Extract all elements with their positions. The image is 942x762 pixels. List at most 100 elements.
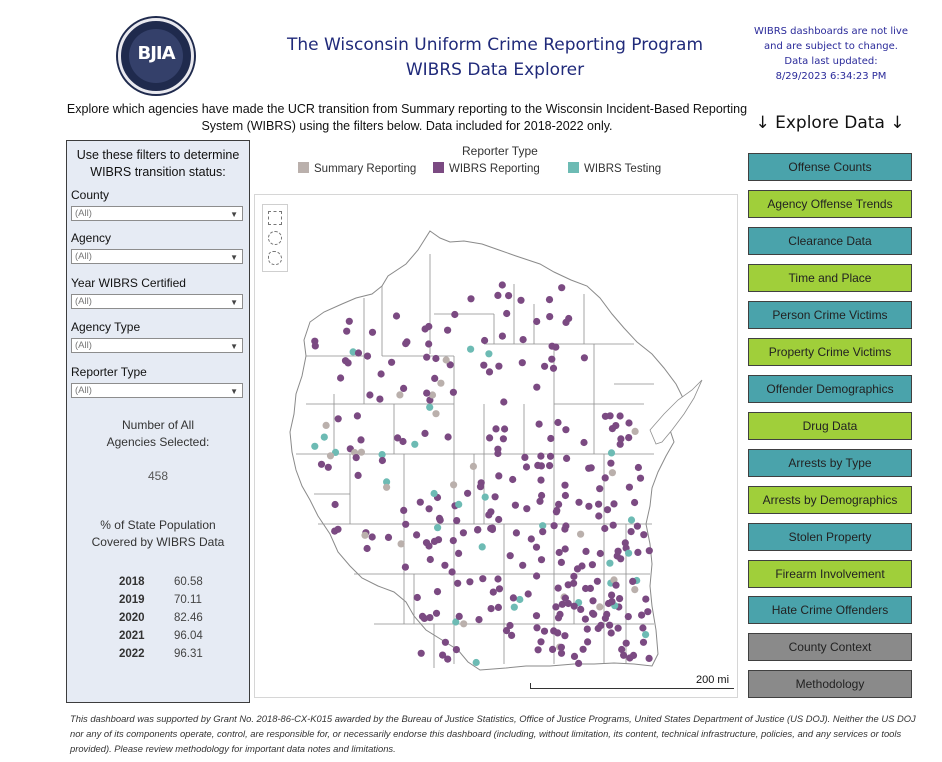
agency-point[interactable] bbox=[539, 522, 547, 530]
legend-item-wibrs[interactable]: WIBRS Reporting bbox=[433, 162, 540, 175]
agency-point[interactable] bbox=[494, 575, 502, 583]
agency-point[interactable] bbox=[506, 621, 514, 630]
agency-point[interactable] bbox=[575, 659, 583, 667]
agency-point[interactable] bbox=[413, 593, 421, 602]
agency-point[interactable] bbox=[432, 410, 440, 418]
agency-point[interactable] bbox=[644, 608, 652, 616]
agency-point[interactable] bbox=[601, 412, 609, 420]
agency-point[interactable] bbox=[324, 463, 332, 471]
nav-drug-data[interactable]: Drug Data bbox=[748, 412, 912, 440]
agency-point[interactable] bbox=[383, 478, 391, 486]
agency-point[interactable] bbox=[400, 384, 408, 392]
agency-point[interactable] bbox=[417, 649, 425, 657]
agency-point[interactable] bbox=[378, 451, 386, 459]
agency-point[interactable] bbox=[622, 639, 630, 647]
agency-point[interactable] bbox=[508, 631, 516, 639]
agency-point[interactable] bbox=[377, 370, 385, 378]
agency-point[interactable] bbox=[416, 498, 424, 506]
agency-point[interactable] bbox=[413, 531, 421, 539]
agency-point[interactable] bbox=[452, 618, 460, 626]
agency-point[interactable] bbox=[352, 454, 360, 462]
agency-point[interactable] bbox=[451, 310, 459, 319]
agency-point[interactable] bbox=[411, 440, 419, 448]
agency-point[interactable] bbox=[363, 544, 371, 553]
agency-point[interactable] bbox=[326, 452, 335, 460]
agency-point[interactable] bbox=[585, 502, 593, 510]
agency-point[interactable] bbox=[494, 603, 502, 611]
agency-point[interactable] bbox=[570, 652, 579, 660]
agency-point[interactable] bbox=[593, 577, 601, 585]
agency-point[interactable] bbox=[547, 434, 555, 443]
agency-point[interactable] bbox=[441, 561, 449, 569]
agency-point[interactable] bbox=[634, 463, 642, 472]
nav-stolen-property[interactable]: Stolen Property bbox=[748, 523, 912, 551]
agency-point[interactable] bbox=[536, 497, 544, 505]
agency-point[interactable] bbox=[384, 533, 393, 541]
agency-point[interactable] bbox=[522, 463, 531, 471]
agency-point[interactable] bbox=[448, 568, 456, 576]
agency-point[interactable] bbox=[601, 524, 609, 533]
agency-point[interactable] bbox=[540, 627, 549, 635]
agency-point[interactable] bbox=[345, 317, 353, 325]
agency-point[interactable] bbox=[564, 581, 572, 589]
agency-point[interactable] bbox=[397, 540, 405, 548]
agency-point[interactable] bbox=[625, 483, 633, 491]
agency-point[interactable] bbox=[532, 612, 541, 620]
agency-point[interactable] bbox=[423, 353, 431, 361]
agency-point[interactable] bbox=[604, 599, 613, 608]
agency-point[interactable] bbox=[505, 292, 513, 300]
agency-point[interactable] bbox=[489, 588, 497, 596]
agency-point[interactable] bbox=[596, 603, 604, 611]
agency-point[interactable] bbox=[555, 500, 563, 508]
agency-point[interactable] bbox=[620, 651, 628, 659]
agency-point[interactable] bbox=[625, 549, 633, 557]
agency-point[interactable] bbox=[434, 536, 443, 544]
agency-point[interactable] bbox=[495, 515, 503, 524]
agency-point[interactable] bbox=[558, 284, 566, 292]
agency-point[interactable] bbox=[584, 638, 592, 646]
agency-point[interactable] bbox=[475, 616, 483, 624]
agency-point[interactable] bbox=[570, 602, 578, 610]
agency-point[interactable] bbox=[436, 516, 444, 524]
agency-point[interactable] bbox=[524, 590, 532, 598]
agency-point[interactable] bbox=[455, 500, 463, 508]
agency-point[interactable] bbox=[366, 391, 374, 399]
agency-point[interactable] bbox=[376, 395, 384, 403]
agency-point[interactable] bbox=[616, 412, 624, 420]
agency-point[interactable] bbox=[480, 361, 488, 369]
agency-point[interactable] bbox=[498, 332, 506, 340]
agency-point[interactable] bbox=[533, 317, 541, 326]
agency-point[interactable] bbox=[633, 522, 641, 530]
nav-time-and-place[interactable]: Time and Place bbox=[748, 264, 912, 292]
agency-point[interactable] bbox=[570, 579, 578, 587]
agency-point[interactable] bbox=[557, 643, 565, 651]
agency-point[interactable] bbox=[549, 364, 558, 372]
agency-point[interactable] bbox=[636, 474, 645, 482]
nav-county-context[interactable]: County Context bbox=[748, 633, 912, 661]
agency-point[interactable] bbox=[580, 438, 588, 447]
agency-point[interactable] bbox=[616, 440, 624, 448]
nav-offender-demographics[interactable]: Offender Demographics bbox=[748, 375, 912, 403]
agency-point[interactable] bbox=[606, 559, 614, 567]
agency-point[interactable] bbox=[450, 481, 458, 489]
agency-point[interactable] bbox=[485, 368, 494, 376]
nav-clearance-data[interactable]: Clearance Data bbox=[748, 227, 912, 255]
agency-point[interactable] bbox=[434, 524, 442, 532]
agency-point[interactable] bbox=[492, 425, 500, 433]
nav-offense-counts[interactable]: Offense Counts bbox=[748, 153, 912, 181]
agency-point[interactable] bbox=[495, 472, 503, 480]
agency-point[interactable] bbox=[523, 505, 531, 513]
agency-point[interactable] bbox=[334, 525, 342, 533]
agency-point[interactable] bbox=[317, 460, 326, 468]
agency-point[interactable] bbox=[546, 313, 554, 321]
agency-point[interactable] bbox=[459, 529, 467, 537]
agency-point[interactable] bbox=[606, 621, 614, 629]
agency-point[interactable] bbox=[586, 584, 594, 592]
agency-point[interactable] bbox=[331, 500, 339, 509]
agency-point[interactable] bbox=[616, 595, 624, 603]
agency-point[interactable] bbox=[487, 524, 495, 533]
agency-point[interactable] bbox=[478, 543, 486, 551]
agency-point[interactable] bbox=[548, 355, 556, 363]
agency-point[interactable] bbox=[640, 531, 648, 539]
agency-point[interactable] bbox=[532, 543, 541, 551]
